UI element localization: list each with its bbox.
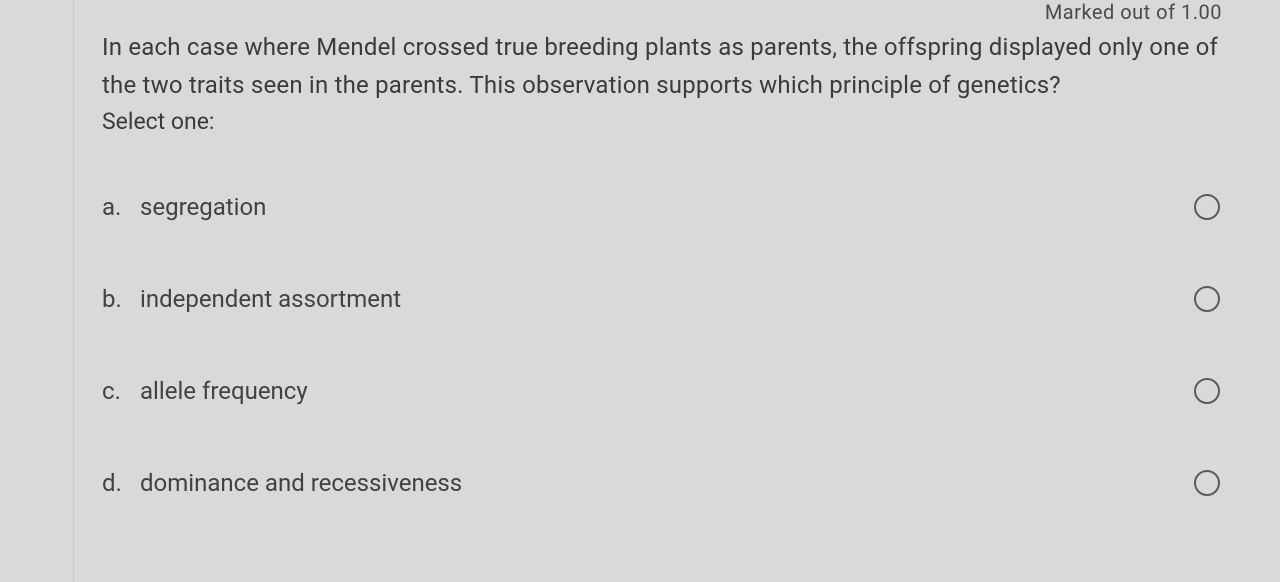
select-one-prompt: Select one: <box>102 108 1220 135</box>
question-page: Marked out of 1.00 In each case where Me… <box>0 0 1280 582</box>
option-row: d. dominance and recessiveness <box>102 469 1220 497</box>
option-text: dominance and recessiveness <box>140 469 462 497</box>
radio-option-a[interactable] <box>1194 194 1220 220</box>
option-letter: b. <box>102 285 140 313</box>
option-letter: d. <box>102 469 140 497</box>
option-label-a: a. segregation <box>102 193 266 221</box>
option-text: independent assortment <box>140 285 401 313</box>
option-text: allele frequency <box>140 377 308 405</box>
option-label-c: c. allele frequency <box>102 377 308 405</box>
option-row: b. independent assortment <box>102 285 1220 313</box>
option-letter: c. <box>102 377 140 405</box>
question-text: In each case where Mendel crossed true b… <box>102 28 1220 104</box>
left-margin <box>0 0 74 582</box>
option-label-b: b. independent assortment <box>102 285 401 313</box>
option-text: segregation <box>140 193 266 221</box>
radio-option-c[interactable] <box>1194 378 1220 404</box>
radio-option-d[interactable] <box>1194 470 1220 496</box>
question-content: In each case where Mendel crossed true b… <box>102 28 1220 497</box>
mark-text: Marked out of 1.00 <box>1045 0 1222 24</box>
options-list: a. segregation b. independent assortment… <box>102 193 1220 497</box>
option-letter: a. <box>102 193 140 221</box>
option-row: a. segregation <box>102 193 1220 221</box>
radio-option-b[interactable] <box>1194 286 1220 312</box>
option-label-d: d. dominance and recessiveness <box>102 469 462 497</box>
option-row: c. allele frequency <box>102 377 1220 405</box>
